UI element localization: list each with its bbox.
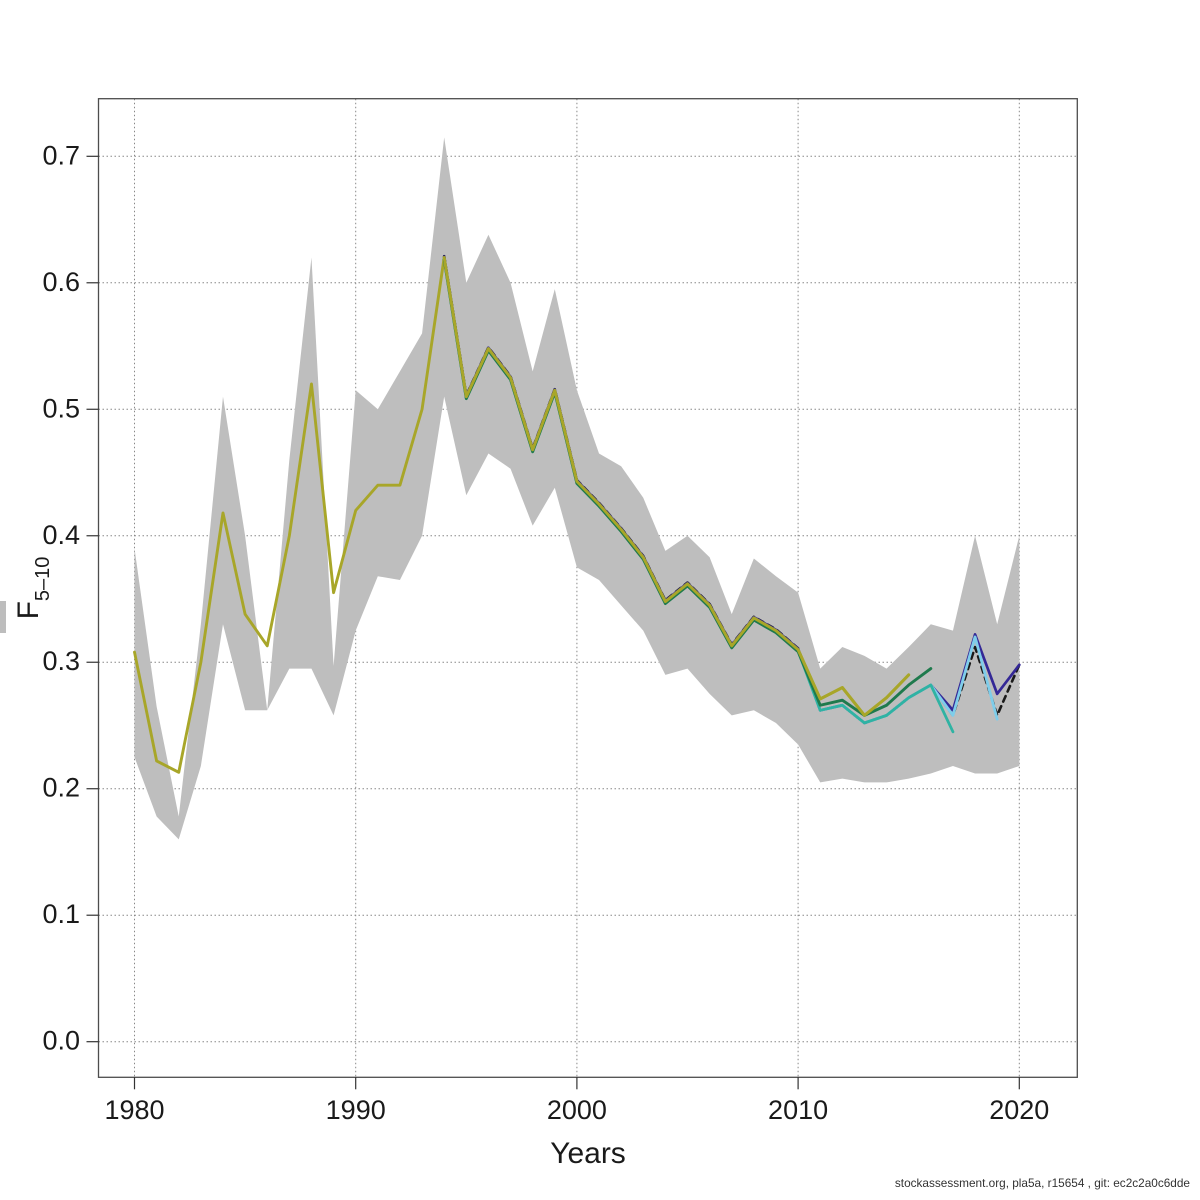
svg-text:1990: 1990 — [326, 1095, 386, 1125]
svg-text:Years: Years — [550, 1137, 626, 1170]
svg-text:2000: 2000 — [547, 1095, 607, 1125]
svg-text:0.4: 0.4 — [42, 520, 80, 550]
svg-text:stockassessment.org, pla5a, r1: stockassessment.org, pla5a, r15654 , git… — [895, 1176, 1191, 1190]
svg-text:0.6: 0.6 — [42, 267, 80, 297]
svg-text:2010: 2010 — [768, 1095, 828, 1125]
svg-text:0.1: 0.1 — [42, 899, 80, 929]
svg-text:2020: 2020 — [989, 1095, 1049, 1125]
svg-text:0.3: 0.3 — [42, 646, 80, 676]
svg-text:0.2: 0.2 — [42, 773, 80, 803]
svg-text:0.5: 0.5 — [42, 393, 80, 423]
svg-text:1980: 1980 — [104, 1095, 164, 1125]
svg-text:0.0: 0.0 — [42, 1026, 80, 1056]
svg-text:0.7: 0.7 — [42, 140, 80, 170]
